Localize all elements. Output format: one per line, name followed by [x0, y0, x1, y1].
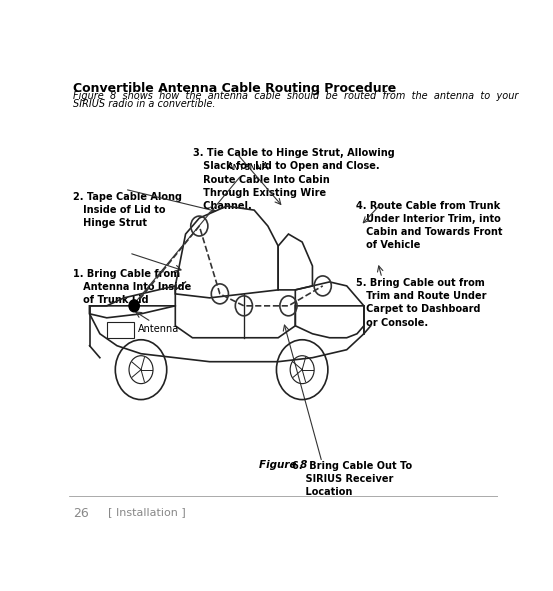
- Text: Convertible Antenna Cable Routing Procedure: Convertible Antenna Cable Routing Proced…: [74, 82, 397, 95]
- Text: 3. Tie Cable to Hinge Strut, Allowing
   Slack for Lid to Open and Close.
   Rou: 3. Tie Cable to Hinge Strut, Allowing Sl…: [194, 148, 395, 211]
- Text: 1. Bring Cable from
   Antenna Into Inside
   of Trunk Lid: 1. Bring Cable from Antenna Into Inside …: [74, 269, 192, 306]
- Circle shape: [129, 300, 139, 312]
- Text: AɴᴛᴇɴɴA: AɴᴛᴇɴɴA: [133, 162, 269, 305]
- Text: SIRIUS radio in a convertible.: SIRIUS radio in a convertible.: [74, 99, 216, 109]
- Text: Antenna: Antenna: [138, 324, 179, 334]
- Text: 2. Tape Cable Along
   Inside of Lid to
   Hinge Strut: 2. Tape Cable Along Inside of Lid to Hin…: [74, 191, 182, 228]
- Text: [ Installation ]: [ Installation ]: [108, 507, 185, 517]
- Text: 5. Bring Cable out from
   Trim and Route Under
   Carpet to Dashboard
   or Con: 5. Bring Cable out from Trim and Route U…: [356, 278, 487, 327]
- Text: 6.  Bring Cable Out To
    SIRIUS Receiver
    Location: 6. Bring Cable Out To SIRIUS Receiver Lo…: [292, 461, 412, 497]
- Text: Figure  8  shows  how  the  antenna  cable  should  be  routed  from  the  anten: Figure 8 shows how the antenna cable sho…: [74, 92, 519, 102]
- Text: Figure 8: Figure 8: [259, 460, 307, 470]
- Text: 26: 26: [74, 507, 89, 520]
- Text: 4. Route Cable from Trunk
   Under Interior Trim, into
   Cabin and Towards Fron: 4. Route Cable from Trunk Under Interior…: [356, 200, 503, 250]
